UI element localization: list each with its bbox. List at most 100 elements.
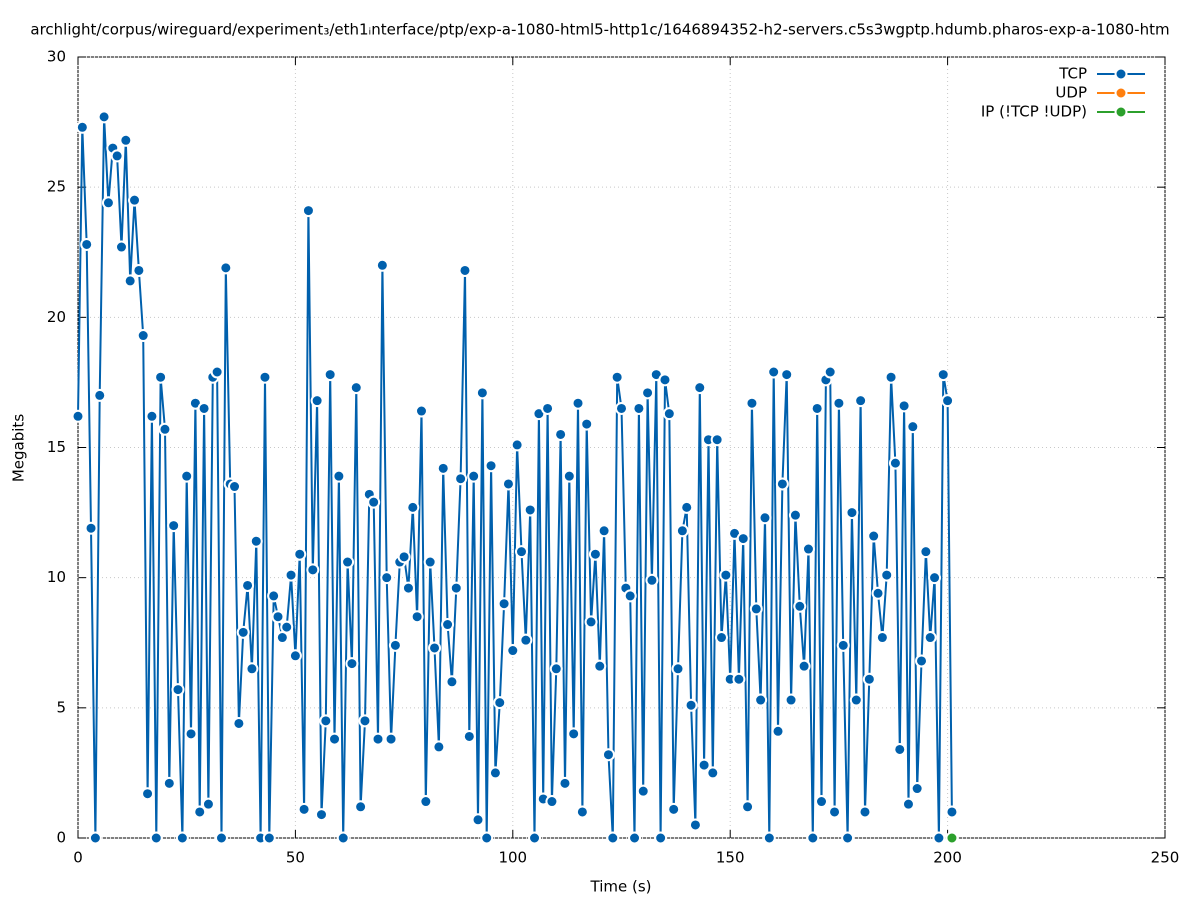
data-point [575, 805, 589, 819]
data-point [771, 724, 785, 738]
data-point [123, 274, 137, 288]
data-point [132, 263, 146, 277]
data-point [280, 620, 294, 634]
data-point [297, 802, 311, 816]
data-point [180, 469, 194, 483]
data-point [584, 615, 598, 629]
data-point [201, 797, 215, 811]
data-point [528, 831, 542, 845]
data-point [71, 409, 85, 423]
data-point [514, 545, 528, 559]
data-point [236, 625, 250, 639]
data-point [149, 831, 163, 845]
data-point [945, 831, 959, 845]
data-point [654, 831, 668, 845]
data-point [593, 659, 607, 673]
data-point [406, 500, 420, 514]
data-point [841, 831, 855, 845]
data-point [493, 696, 507, 710]
x-tick-label: 250 [1151, 849, 1180, 867]
data-point [154, 370, 168, 384]
data-point [936, 368, 950, 382]
data-point [884, 370, 898, 384]
data-point [258, 370, 272, 384]
data-point [88, 831, 102, 845]
data-point [849, 693, 863, 707]
data-point [336, 831, 350, 845]
data-point [915, 654, 929, 668]
data-point [562, 469, 576, 483]
x-tick-label: 200 [933, 849, 962, 867]
data-point [219, 261, 233, 275]
data-point [780, 368, 794, 382]
data-point [854, 394, 868, 408]
data-point [706, 766, 720, 780]
data-point [271, 610, 285, 624]
data-point [214, 831, 228, 845]
data-point [910, 782, 924, 796]
y-tick-label: 5 [56, 698, 66, 716]
data-point [184, 727, 198, 741]
data-point [545, 795, 559, 809]
data-point [901, 797, 915, 811]
data-point [688, 818, 702, 832]
data-point [162, 776, 176, 790]
y-tick-label: 10 [47, 568, 66, 586]
data-point [114, 240, 128, 254]
data-point [410, 610, 424, 624]
data-point [932, 831, 946, 845]
x-axis-label: Time (s) [590, 878, 652, 896]
data-point [375, 258, 389, 272]
data-point [710, 433, 724, 447]
data-point [228, 480, 242, 494]
data-point [145, 409, 159, 423]
y-axis-label: Megabits [10, 414, 28, 482]
legend-marker [1114, 86, 1128, 100]
data-point [719, 568, 733, 582]
data-point [501, 477, 515, 491]
data-point [197, 401, 211, 415]
data-point [328, 732, 342, 746]
y-tick-label: 30 [47, 48, 66, 66]
data-point [467, 469, 481, 483]
data-point [275, 631, 289, 645]
data-point [897, 399, 911, 413]
data-point [919, 545, 933, 559]
data-point [288, 649, 302, 663]
data-point [319, 714, 333, 728]
data-point [632, 401, 646, 415]
data-point [293, 547, 307, 561]
data-point [158, 422, 172, 436]
data-point [588, 547, 602, 561]
data-point [367, 495, 381, 509]
data-point [793, 599, 807, 613]
data-point [358, 714, 372, 728]
data-point [93, 388, 107, 402]
data-point [823, 365, 837, 379]
data-point [784, 693, 798, 707]
data-point [345, 657, 359, 671]
data-point [475, 386, 489, 400]
data-point [606, 831, 620, 845]
data-point [245, 662, 259, 676]
data-point [797, 659, 811, 673]
data-point [945, 805, 959, 819]
data-point [454, 472, 468, 486]
data-point [558, 776, 572, 790]
data-point [597, 524, 611, 538]
data-point [810, 401, 824, 415]
data-point [441, 618, 455, 632]
data-point [828, 805, 842, 819]
data-point [388, 638, 402, 652]
data-point [658, 373, 672, 387]
data-point [371, 732, 385, 746]
data-point [906, 420, 920, 434]
data-point [684, 698, 698, 712]
data-point [84, 521, 98, 535]
data-point [675, 524, 689, 538]
data-point [667, 802, 681, 816]
data-point [267, 589, 281, 603]
data-point [301, 204, 315, 218]
data-point [314, 808, 328, 822]
